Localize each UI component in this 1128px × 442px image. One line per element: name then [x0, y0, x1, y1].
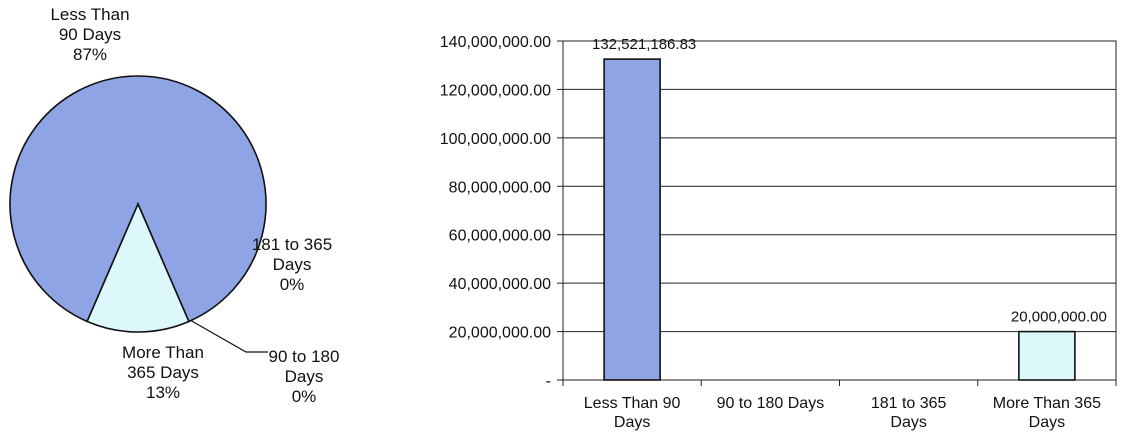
- y-tick-label: 140,000,000.00: [440, 34, 551, 51]
- y-tick-label: 100,000,000.00: [440, 131, 551, 148]
- pie-label-90-to-180-days-line: 90 to 180: [269, 347, 340, 366]
- bar-3: [1018, 330, 1076, 381]
- pie-label-90-to-180-days-line: Days: [285, 367, 324, 386]
- bar-0: [603, 58, 661, 381]
- y-tick-label: -: [546, 373, 551, 390]
- x-category-label-0: Less Than 90 Days: [584, 395, 681, 431]
- pie-slice-less-than-90-days: [9, 75, 267, 323]
- x-category-label-0-line: Less Than 90: [584, 395, 681, 412]
- x-category-label-3-line: More Than 365: [993, 395, 1101, 412]
- pie-label-more-than-365-days-line: 13%: [146, 383, 180, 402]
- pie-label-181-to-365-days: 181 to 365 Days 0%: [252, 235, 332, 294]
- x-category-label-0-line: Days: [614, 414, 650, 431]
- x-category-label-1: 90 to 180 Days: [717, 395, 825, 412]
- x-category-label-2: 181 to 365 Days: [871, 395, 947, 431]
- pie-label-more-than-365-days-line: 365 Days: [127, 363, 199, 382]
- data-label-0: 132,521,186.83: [592, 36, 696, 53]
- pie-label-181-to-365-days-line: Days: [273, 255, 312, 274]
- x-category-label-3: More Than 365 Days: [993, 395, 1101, 431]
- x-category-label-2-line: Days: [890, 414, 926, 431]
- pie-label-less-than-90-days: Less Than 90 Days 87%: [50, 5, 129, 64]
- pie-label-less-than-90-days-line: Less Than: [50, 5, 129, 24]
- y-tick-label: 80,000,000.00: [449, 179, 551, 196]
- y-tick-label: 120,000,000.00: [440, 82, 551, 99]
- pie-label-more-than-365-days: More Than 365 Days 13%: [122, 343, 204, 402]
- data-label-3: 20,000,000.00: [1011, 309, 1107, 326]
- pie-label-90-to-180-days-line: 0%: [292, 387, 317, 406]
- pie-label-90-to-180-days: 90 to 180 Days 0%: [269, 347, 340, 406]
- y-tick-label: 60,000,000.00: [449, 228, 551, 245]
- y-tick-label: 40,000,000.00: [449, 276, 551, 293]
- pie-label-181-to-365-days-line: 0%: [280, 275, 305, 294]
- pie-label-less-than-90-days-line: 90 Days: [59, 25, 121, 44]
- pie-label-less-than-90-days-line: 87%: [73, 45, 107, 64]
- pie-label-more-than-365-days-line: More Than: [122, 343, 204, 362]
- x-category-label-2-line: 181 to 365: [871, 395, 947, 412]
- pie-label-181-to-365-days-line: 181 to 365: [252, 235, 332, 254]
- y-tick-label: 20,000,000.00: [449, 325, 551, 342]
- pie-leader-line: [190, 319, 268, 353]
- x-category-label-1-line: 90 to 180 Days: [717, 395, 825, 412]
- x-category-label-3-line: Days: [1029, 414, 1065, 431]
- pie-slice-more-than-365-days: [86, 201, 190, 333]
